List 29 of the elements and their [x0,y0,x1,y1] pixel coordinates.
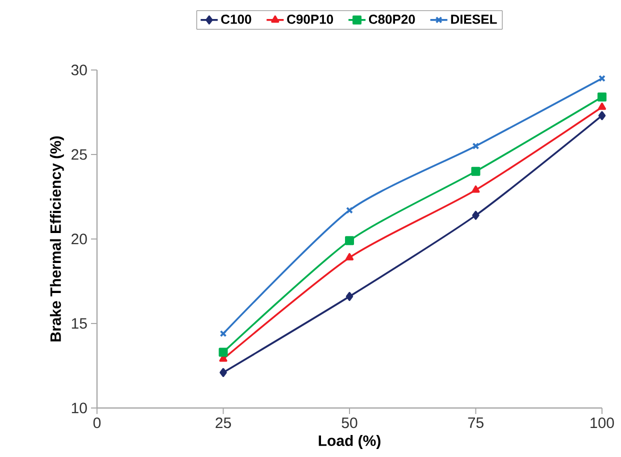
point [598,111,606,120]
point [218,348,228,357]
legend-label: C80P20 [368,14,415,24]
point [220,368,227,377]
point [597,92,606,102]
y-tick-label: 10 [72,402,87,414]
x-tick-label: 100 [590,418,614,428]
point [471,166,480,176]
y-tick-label: 30 [71,64,87,76]
point [472,210,480,220]
x-axis-title: Load (%) [318,435,380,449]
y-axis-title: Brake Thermal Efficiency (%) [50,136,64,342]
x-tick-label: 75 [468,418,484,428]
point [472,142,480,150]
legend-label: DIESEL [451,14,497,24]
point [598,102,606,110]
x-tick-label: 25 [216,418,231,428]
legend-label: C100 [221,14,252,24]
y-tick-label: 20 [72,234,87,244]
y-tick-label: 25 [72,149,87,160]
legend-label: C90P10 [287,14,334,24]
point [345,236,354,246]
point [472,185,480,193]
y-tick-label: 15 [72,318,87,329]
point [345,253,354,260]
x-tick-label: 0 [93,418,101,428]
point [346,206,353,214]
point [346,292,354,301]
x-tick-label: 50 [342,418,358,428]
